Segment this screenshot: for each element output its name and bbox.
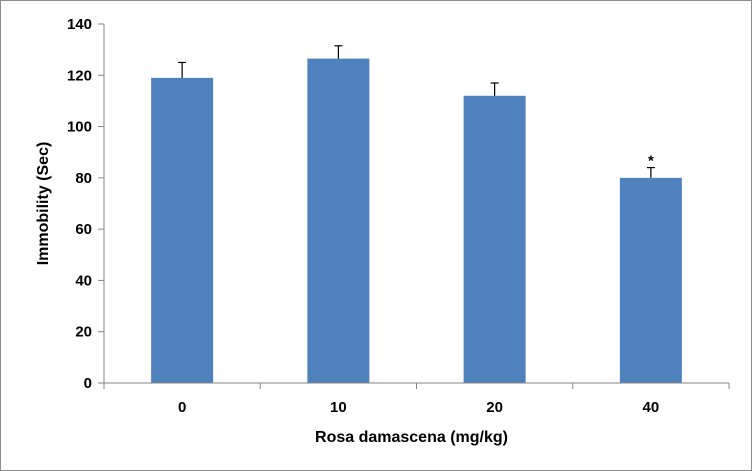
x-tick-label: 40 [643, 399, 660, 416]
x-axis-title: Rosa damascena (mg/kg) [315, 429, 508, 446]
y-tick-label: 0 [84, 375, 92, 392]
y-axis-ticks: 0 20 40 60 80 100 120 140 [67, 16, 104, 392]
significance-marker: * [648, 153, 654, 170]
bars [151, 58, 682, 384]
bar [463, 95, 526, 384]
y-tick-label: 100 [67, 119, 92, 136]
bar [151, 77, 214, 383]
x-tick-label: 0 [178, 399, 186, 416]
bar [307, 58, 370, 383]
x-axis-ticks: 0 10 20 40 [103, 383, 730, 416]
y-tick-label: 40 [75, 272, 92, 289]
error-bars [178, 45, 655, 178]
y-tick-label: 120 [67, 67, 92, 84]
y-tick-label: 140 [67, 16, 92, 33]
y-tick-label: 20 [75, 324, 92, 341]
x-tick-label: 10 [330, 399, 347, 416]
x-tick-label: 20 [486, 399, 503, 416]
y-tick-label: 60 [75, 221, 92, 238]
y-tick-label: 80 [75, 170, 92, 187]
y-axis-title: Immobility (Sec) [35, 142, 52, 266]
bar [619, 177, 682, 383]
significance-annotations: * [648, 153, 654, 170]
